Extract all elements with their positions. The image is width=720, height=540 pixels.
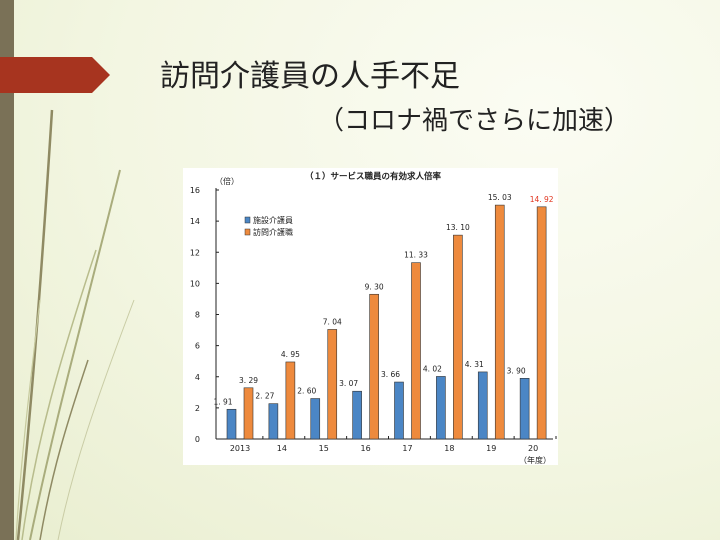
data-label: 15. 03 [488, 193, 512, 202]
decorative-curves [15, 109, 135, 540]
y-tick-label: 12 [190, 248, 200, 257]
bar-facility-care [268, 403, 279, 440]
data-label: 14. 92 [530, 195, 554, 204]
x-tick-label: 20 [528, 444, 538, 453]
slide-title: 訪問介護員の人手不足 [160, 59, 460, 94]
data-label: 3. 29 [239, 376, 258, 385]
job-openings-ratio-chart: （１）サービス職員の有効求人倍率 （倍） （年度） 0 2 4 6 8 10 12 14 16 2… [190, 171, 557, 465]
slide-subtitle: （コロナ禍でさらに加速） [318, 106, 631, 136]
chart-title: （１）サービス職員の有効求人倍率 [305, 171, 442, 182]
data-label: 3. 07 [339, 379, 358, 388]
y-tick-label: 16 [190, 186, 200, 195]
data-label: 2. 27 [255, 392, 274, 401]
data-label: 13. 10 [446, 223, 470, 232]
data-label: 2. 60 [297, 387, 316, 396]
x-tick-label: 17 [402, 444, 412, 453]
data-label: 4. 02 [423, 364, 442, 373]
data-label: 3. 66 [381, 370, 400, 379]
x-tick-label: 15 [319, 444, 329, 453]
data-label: 4. 95 [281, 350, 300, 359]
legend-entry: 訪問介護職 [253, 227, 293, 237]
legend-swatch [244, 228, 251, 236]
data-label: 9. 30 [365, 282, 384, 291]
y-tick-label: 14 [190, 217, 200, 226]
x-tick-label: 2013 [230, 444, 250, 453]
bar-home-care [285, 361, 296, 440]
left-border-bar [0, 0, 14, 540]
bar-facility-care [477, 371, 488, 440]
x-tick-label: 14 [277, 444, 287, 453]
data-label: 11. 33 [404, 251, 428, 260]
bar-home-care [327, 329, 338, 440]
y-tick-label: 4 [195, 373, 200, 382]
data-label: 3. 90 [507, 366, 526, 375]
bar-facility-care [519, 378, 530, 440]
bar-home-care [536, 206, 547, 440]
bar-facility-care [394, 381, 404, 440]
x-axis-unit-label: （年度） [519, 455, 551, 465]
y-tick-label: 2 [195, 404, 200, 413]
bar-home-care [411, 262, 421, 440]
accent-arrow-shape [0, 57, 110, 93]
legend-swatch [244, 216, 251, 224]
bar-home-care [243, 387, 254, 440]
y-tick-label: 0 [195, 435, 200, 444]
x-tick-label: 19 [486, 444, 496, 453]
y-tick-label: 10 [190, 279, 200, 288]
chart-panel: （１）サービス職員の有効求人倍率 （倍） （年度） 0 2 4 6 8 10 12 14 16 2… [183, 168, 558, 465]
bar-home-care [369, 293, 379, 440]
y-tick-label: 6 [195, 342, 200, 351]
y-axis-label: （倍） [215, 176, 239, 186]
bar-facility-care [226, 408, 237, 440]
data-label: 4. 31 [465, 360, 484, 369]
bar-home-care [453, 234, 463, 440]
bar-home-care [494, 204, 505, 440]
y-tick-label: 8 [195, 311, 200, 320]
x-tick-label: 18 [444, 444, 454, 453]
data-label: 1. 91 [213, 397, 232, 406]
legend-entry: 施設介護員 [253, 215, 293, 225]
x-tick-label: 16 [361, 444, 371, 453]
data-label: 7. 04 [323, 317, 342, 326]
bar-facility-care [436, 376, 446, 440]
bar-facility-care [310, 398, 321, 440]
bar-facility-care [352, 390, 362, 440]
